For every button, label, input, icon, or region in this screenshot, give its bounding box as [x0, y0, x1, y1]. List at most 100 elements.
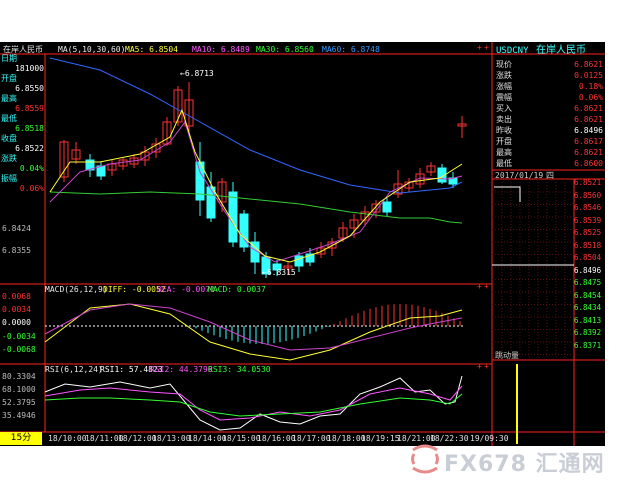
candle-body [457, 123, 467, 127]
ma10-value: MA10: 6.8489 [192, 45, 250, 54]
ma60-line [49, 57, 463, 194]
quote-row-value: 6.8621 [574, 104, 603, 113]
quote-row-label: 现价 [496, 60, 512, 69]
period-15min-button[interactable]: 15分 [0, 432, 42, 445]
quote-row-value: 0.0125 [574, 71, 603, 80]
bar-info-label: 收盘 [1, 134, 17, 143]
intraday-axis-label: 6.8392 [574, 328, 602, 337]
rsi3-value: RSI3: 34.0530 [208, 365, 271, 374]
candle-body [305, 253, 315, 263]
candle-body [338, 227, 348, 239]
quote-date: 2017/01/19 [495, 171, 544, 180]
macd-axis-label: -0.0034 [2, 332, 36, 341]
rsi-params-label: RSI(6,12,24) [45, 365, 103, 374]
time-axis-label: 18/10:00 [48, 434, 87, 443]
candle-body [272, 263, 282, 271]
quote-row-label: 最高 [496, 148, 512, 157]
quote-name: 在岸人民币 [536, 45, 586, 56]
candle-body [382, 201, 392, 213]
quote-row-value: 6.8600 [574, 159, 603, 168]
bar-info-label: 日期 [1, 54, 17, 63]
time-axis-label: 18/13:00 [152, 434, 191, 443]
candle-body [316, 247, 326, 255]
ma-params-label: MA(5,10,30,60) [58, 45, 126, 54]
macd-axis-label: 0.0000 [2, 318, 31, 327]
candle-body [239, 213, 249, 248]
rsi1-value: RSI1: 57.4823 [100, 365, 163, 374]
candle-body [393, 183, 403, 195]
panel-control-icon: + [484, 282, 489, 291]
time-axis-label: 18/18:00 [327, 434, 366, 443]
time-axis-label: 18/14:00 [188, 434, 227, 443]
intraday-axis-label: 6.8546 [574, 203, 602, 212]
bar-info-label: 涨跌 [1, 154, 17, 163]
ma10-line [49, 120, 463, 263]
candle-body [173, 89, 183, 123]
macd-axis-label: 0.0068 [2, 292, 31, 301]
bar-info-label: 最高 [1, 94, 17, 103]
intraday-axis-label: 6.8413 [574, 315, 602, 325]
macd-params-label: MACD(26,12,9) [45, 285, 108, 294]
intraday-axis-label: 6.8496 [574, 265, 602, 275]
candle-body [71, 149, 81, 160]
time-axis: 18/10:00 18/11:00 18/12:00 18/13:00 18/14:00… [0, 432, 509, 446]
time-axis-label: 18/21:00 [397, 434, 436, 443]
rsi3-line [44, 393, 463, 417]
bar-info-value: 6.8522 [15, 144, 44, 153]
quote-row-value: 6.8496 [574, 126, 603, 135]
rsi2-value: RSI2: 44.3796 [150, 365, 213, 374]
ma60-value: MA60: 6.8748 [322, 45, 380, 54]
ma5-line [49, 108, 463, 263]
quote-row-label: 涨跌 [496, 71, 512, 80]
panel-control-icon: + [477, 362, 482, 371]
chart-canvas[interactable]: + ++ ++ + [0, 42, 605, 446]
intraday-axis-label: 6.8454 [574, 290, 602, 300]
intraday-price-line [494, 186, 521, 202]
ma5-value: MA5: 6.8504 [125, 45, 178, 54]
quote-row-label: 开盘 [496, 137, 512, 146]
bar-info-label: 最低 [1, 114, 17, 123]
bar-info-value: 6.8559 [15, 104, 44, 113]
rsi-axis-label: 80.3304 [2, 372, 36, 381]
candle-body [217, 181, 227, 203]
ma30-value: MA30: 6.8560 [256, 45, 314, 54]
quote-row-value: 6.8621 [574, 115, 603, 124]
candle-body [140, 151, 150, 161]
quote-symbol: USDCNY [496, 46, 529, 56]
intraday-axis-label: 6.8525 [574, 228, 602, 237]
quote-row-label: 震幅 [496, 93, 512, 102]
candle-body [360, 211, 370, 221]
time-axis-label: 18/17:00 [292, 434, 331, 443]
candle-body [371, 203, 381, 213]
low-marker: ←6.8315 [262, 268, 296, 277]
macd-diff-line [44, 303, 463, 361]
candle-body [426, 165, 436, 173]
bar-info-value: 6.8550 [15, 84, 44, 93]
candle-body [184, 99, 194, 127]
rsi-axis-label: 68.1000 [2, 385, 36, 394]
fx-chart-window: + + + + + + 在岸人民币 MA(5,10,30,60) MA5: 6.8504 … [0, 42, 605, 446]
quote-row-value: 6.8617 [574, 137, 603, 146]
rsi1-line [44, 375, 463, 431]
intraday-axis-label: 6.8539 [574, 215, 602, 225]
candle-body [283, 265, 293, 269]
intraday-axis-label: 6.8371 [574, 340, 602, 350]
bar-info-value: 0.06% [19, 184, 44, 193]
quote-row-value: 6.8621 [574, 148, 603, 157]
time-axis-label: 18/15:00 [222, 434, 261, 443]
macd-hist-value: MACD: 0.0037 [208, 285, 266, 294]
macd-dea-value: DEA: -0.0070 [157, 285, 215, 294]
ma30-line [49, 191, 463, 224]
time-axis-label: 18/12:00 [118, 434, 157, 443]
panel-control-icon: + [484, 43, 489, 52]
macd-axis-label: -0.0068 [2, 345, 36, 354]
intraday-axis-label: 6.8475 [574, 278, 602, 287]
intraday-axis-label: 6.8504 [574, 253, 602, 262]
candle-body [85, 159, 95, 171]
candle-body [415, 173, 425, 185]
macd-axis-label: 0.0034 [2, 305, 31, 314]
quote-row-label: 最低 [496, 159, 512, 168]
intraday-axis-label: 6.8521 [574, 178, 602, 187]
quote-weekday: 四 [546, 171, 554, 180]
quote-rows: 现价 6.8621 涨跌 0.0125 涨幅 0.18% 震幅 0.06% 买入 6.8621 卖出… [494, 60, 605, 170]
